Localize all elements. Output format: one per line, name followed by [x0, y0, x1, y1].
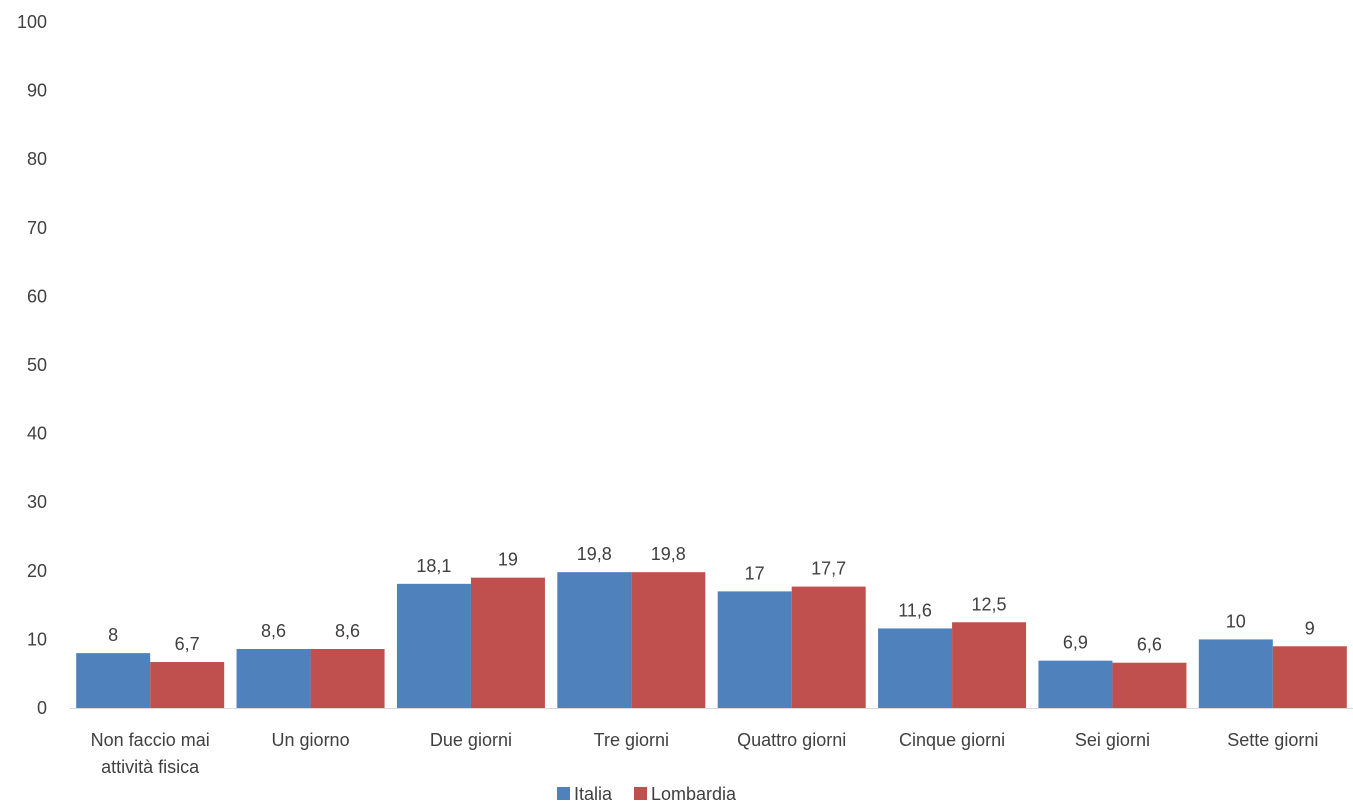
- category-label: Cinque giorni: [899, 730, 1005, 750]
- category-label: Sette giorni: [1227, 730, 1318, 750]
- y-tick-label: 100: [17, 12, 47, 32]
- bar-lombardia: [1272, 646, 1347, 708]
- bar-italia: [76, 653, 151, 708]
- category-label: attività fisica: [101, 757, 200, 777]
- bar-italia: [557, 572, 632, 708]
- bar-italia: [1038, 660, 1113, 708]
- data-label-lombardia: 12,5: [972, 594, 1007, 614]
- y-tick-label: 60: [27, 286, 47, 306]
- data-label-italia: 17: [745, 563, 765, 583]
- data-label-lombardia: 6,6: [1137, 635, 1162, 655]
- y-tick-label: 0: [37, 698, 47, 718]
- category-label: Quattro giorni: [737, 730, 846, 750]
- data-label-lombardia: 17,7: [811, 559, 846, 579]
- bar-lombardia: [150, 662, 225, 708]
- bar-lombardia: [310, 649, 385, 708]
- legend-label-italia: Italia: [574, 784, 613, 804]
- y-tick-label: 80: [27, 149, 47, 169]
- legend-label-lombardia: Lombardia: [651, 784, 737, 804]
- y-axis-ticks: 0 10 20 30 40 50 60 70 80 90 100: [17, 12, 47, 718]
- y-tick-label: 10: [27, 629, 47, 649]
- legend-swatch-italia: [557, 787, 570, 800]
- bar-lombardia: [631, 572, 706, 708]
- bar-lombardia: [952, 622, 1027, 708]
- category-label: Non faccio mai: [91, 730, 210, 750]
- data-label-italia: 8,6: [261, 621, 286, 641]
- data-label-italia: 11,6: [898, 600, 932, 620]
- bar-lombardia: [1112, 662, 1187, 708]
- data-label-italia: 19,8: [577, 544, 612, 564]
- y-tick-label: 50: [27, 355, 47, 375]
- legend: Italia Lombardia: [557, 784, 737, 804]
- data-label-italia: 8: [108, 625, 118, 645]
- data-label-lombardia: 6,7: [175, 634, 200, 654]
- bar-italia: [878, 628, 953, 708]
- data-label-lombardia: 19,8: [651, 544, 686, 564]
- bar-italia: [1198, 639, 1273, 708]
- bar-lombardia: [791, 586, 866, 708]
- data-label-lombardia: 19: [498, 550, 518, 570]
- bar-italia: [396, 583, 471, 708]
- data-label-italia: 10: [1226, 611, 1246, 631]
- bars-group: [76, 572, 1347, 708]
- legend-swatch-lombardia: [634, 787, 647, 800]
- data-labels-group: 8 6,7 8,6 8,6 18,1 19 19,8 19,8 17 17,7 11,6 12,5 6,…: [108, 544, 1315, 655]
- data-label-lombardia: 9: [1305, 618, 1315, 638]
- data-label-italia: 6,9: [1063, 633, 1088, 653]
- y-tick-label: 40: [27, 424, 47, 444]
- y-tick-label: 90: [27, 81, 47, 101]
- bar-italia: [236, 649, 311, 708]
- data-label-lombardia: 8,6: [335, 621, 360, 641]
- category-labels-group: Non faccio mai attività fisica Un giorno Du…: [91, 730, 1319, 777]
- y-tick-label: 70: [27, 218, 47, 238]
- category-label: Tre giorni: [594, 730, 669, 750]
- y-tick-label: 30: [27, 492, 47, 512]
- y-tick-label: 20: [27, 561, 47, 581]
- data-label-italia: 18,1: [416, 556, 451, 576]
- category-label: Due giorni: [430, 730, 512, 750]
- category-label: Sei giorni: [1075, 730, 1150, 750]
- bar-italia: [717, 591, 792, 708]
- bar-lombardia: [470, 577, 545, 708]
- category-label: Un giorno: [272, 730, 350, 750]
